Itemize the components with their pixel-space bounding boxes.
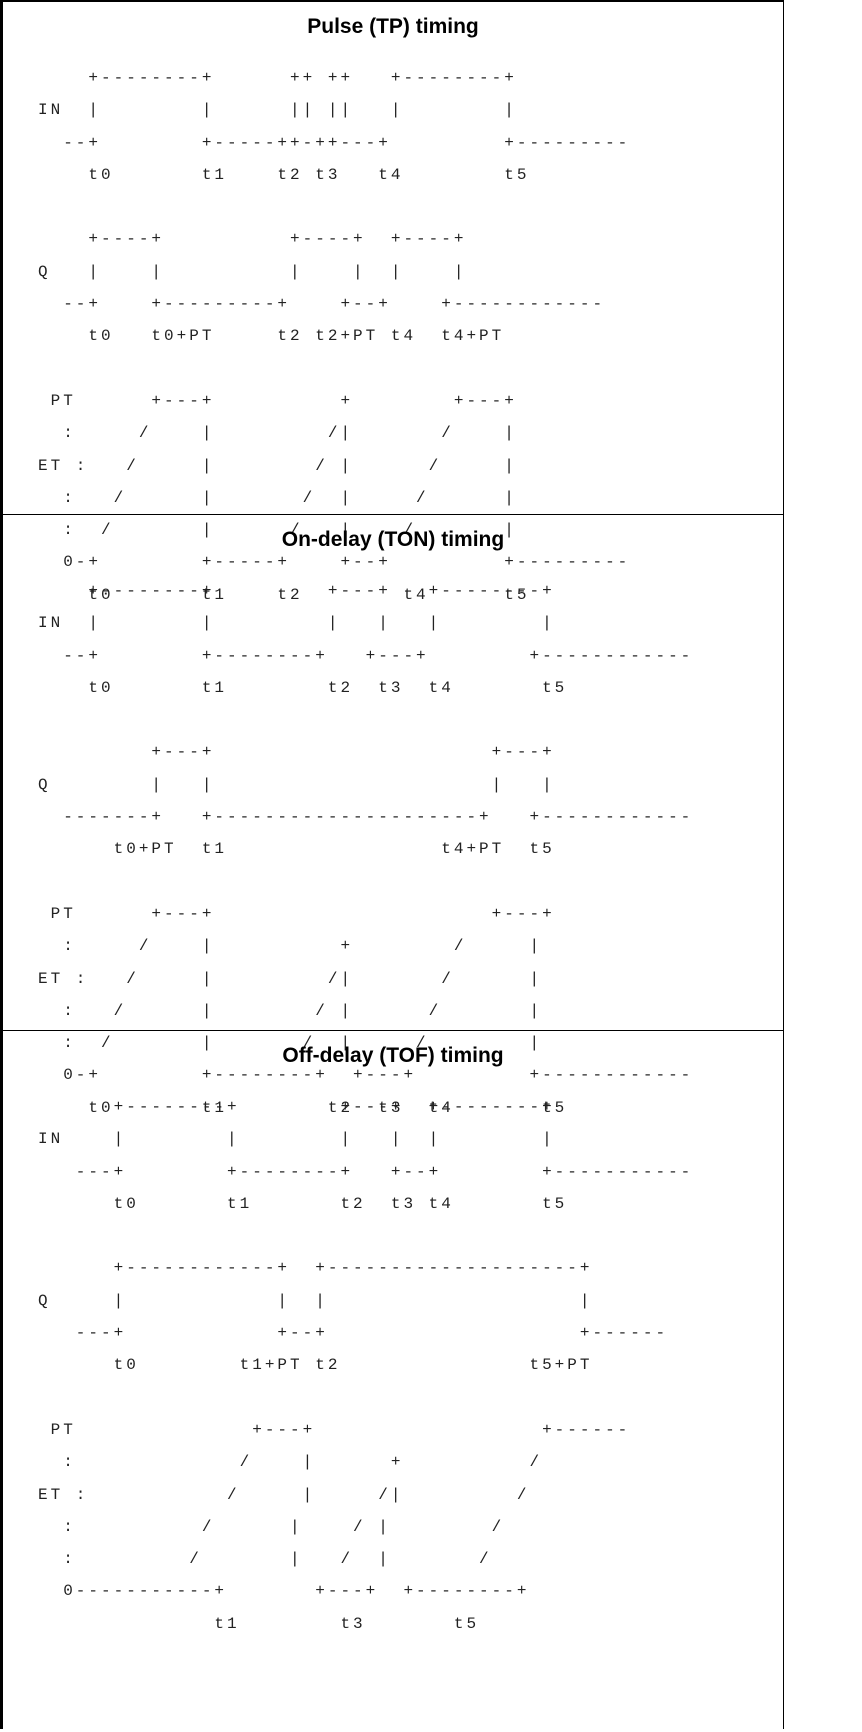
tof-section: Off-delay (TOF) timing +--------+ +---+ …	[3, 1030, 783, 1732]
ton-timing-chart: +--------+ +---+ +--------+ IN | | | | |…	[38, 575, 693, 1124]
timing-line: 0-----------+ +---+ +--------+	[38, 1582, 530, 1601]
timing-line: +------------+ +--------------------+	[38, 1259, 593, 1278]
timing-line: 0-+ +-----+ +--+ +---------	[38, 553, 631, 572]
timing-line: : / | / | /	[38, 1517, 505, 1536]
timing-line: t0 t1 t2 t3 t4 t5	[38, 165, 530, 184]
timing-line: t0+PT t1 t4+PT t5	[38, 840, 555, 859]
timing-line: t0 t1 t2 t3 t4 t5	[38, 1194, 568, 1213]
timing-line: +---+ +---+	[38, 743, 555, 762]
timing-line: : / | / | / |	[38, 521, 517, 540]
timing-line: +--------+ ++ ++ +--------+	[38, 69, 517, 87]
timing-line: Q | | | | | |	[38, 262, 467, 281]
timing-line: : / | + /	[38, 1453, 543, 1472]
tof-timing-chart: +--------+ +---+ +--------+ IN | | | | |…	[38, 1091, 693, 1640]
tp-section: Pulse (TP) timing +--------+ ++ ++ +----…	[3, 2, 783, 604]
timing-line: t0 t0+PT t2 t2+PT t4 t4+PT	[38, 327, 505, 346]
timing-line: ---+ +--+ +------	[38, 1324, 669, 1343]
timing-line: : / | / | / |	[38, 488, 517, 507]
timing-line: : / | + / |	[38, 937, 543, 956]
timing-line: +----+ +----+ +----+	[38, 230, 467, 249]
tp-timing-chart: +--------+ ++ ++ +--------+ IN | | || ||…	[38, 62, 630, 611]
timing-line: --+ +--------+ +---+ +------------	[38, 646, 694, 665]
timing-diagrams-panel: Pulse (TP) timing +--------+ ++ ++ +----…	[0, 0, 784, 1729]
timing-line: t0 t1 t2 t4 t5	[38, 585, 530, 604]
timing-line: : / | / | /	[38, 1550, 492, 1569]
timing-line: : / | / | / |	[38, 1034, 543, 1053]
timing-line: IN | | | | | |	[38, 1130, 555, 1149]
timing-line: t1 t3 t5	[38, 1614, 480, 1633]
timing-line: --+ +---------+ +--+ +------------	[38, 295, 606, 314]
section-title: Off-delay (TOF) timing	[282, 1044, 504, 1067]
timing-line: PT +---+ +------	[38, 1420, 631, 1439]
timing-line: +--------+ +---+ +--------+	[38, 582, 555, 600]
section-title: On-delay (TON) timing	[281, 528, 505, 551]
timing-line: IN | | || || | |	[38, 101, 517, 120]
timing-line: ---+ +--------+ +--+ +-----------	[38, 1162, 694, 1181]
section-title: Pulse (TP) timing	[307, 15, 479, 38]
timing-line: Q | | | |	[38, 775, 555, 794]
timing-line: PT +---+ +---+	[38, 904, 555, 923]
timing-line: 0-+ +--------+ +---+ +------------	[38, 1066, 694, 1085]
timing-line: : / | / | / |	[38, 1001, 543, 1020]
timing-line: t0 t1 t2 t3 t4 t5	[38, 1098, 568, 1117]
timing-line: -------+ +---------------------+ +------…	[38, 808, 694, 827]
timing-line: PT +---+ + +---+	[38, 391, 517, 410]
timing-line: ET : / | / | / |	[38, 456, 517, 475]
ton-section: On-delay (TON) timing +--------+ +---+ +…	[3, 514, 783, 1117]
timing-line: +--------+ +---+ +--------+	[38, 1098, 555, 1116]
timing-line: ET : / | /| /	[38, 1485, 530, 1504]
timing-line: t0 t1+PT t2 t5+PT	[38, 1356, 593, 1375]
timing-line: ET : / | /| / |	[38, 969, 543, 988]
timing-line: t0 t1 t2 t3 t4 t5	[38, 678, 568, 697]
timing-line: Q | | | |	[38, 1291, 593, 1310]
timing-line: : / | /| / |	[38, 424, 517, 443]
timing-line: IN | | | | | |	[38, 614, 555, 633]
timing-line: --+ +-----++-++---+ +---------	[38, 133, 631, 152]
